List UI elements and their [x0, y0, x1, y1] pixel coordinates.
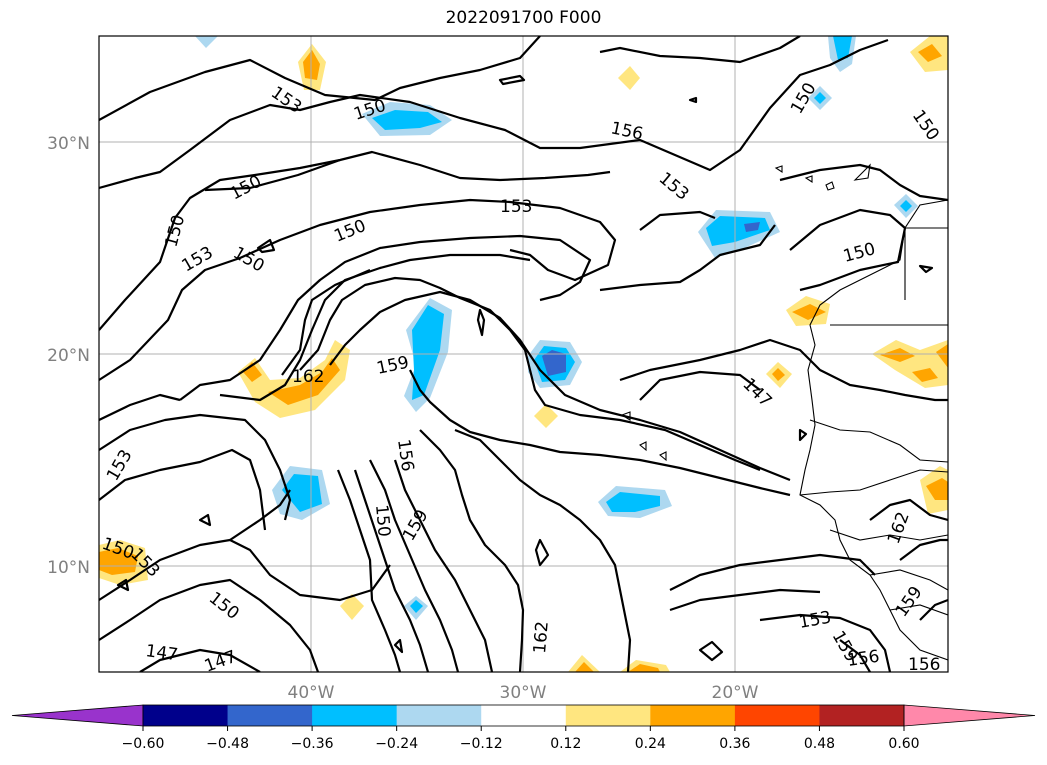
contour-label: 147 [144, 641, 179, 665]
contour-label: 162 [530, 620, 553, 654]
anomaly-shading [99, 36, 948, 672]
height-contours [99, 36, 948, 672]
negative-anomaly-blob [195, 36, 218, 48]
colorbar-bin [565, 705, 651, 726]
lon-label-40w: 40°W [288, 683, 335, 703]
positive-anomaly-blob [99, 548, 138, 575]
colorbar-bin [396, 705, 482, 726]
colorbar-tick-label: 0.12 [550, 736, 581, 752]
colorbar-tick-label: −0.36 [291, 736, 334, 752]
lon-label-30w: 30°W [500, 683, 547, 703]
positive-anomaly-blob [918, 44, 942, 62]
positive-anomaly-blob [772, 368, 785, 381]
positive-anomaly-blob [534, 404, 558, 428]
negative-anomaly-blob [412, 305, 444, 400]
positive-anomaly-blob [936, 344, 948, 368]
contour-label: 156 [908, 655, 940, 675]
colorbar-outline [142, 704, 905, 727]
colorbar-tick-label: 0.24 [635, 736, 666, 752]
colorbar-tick-label: −0.48 [206, 736, 249, 752]
negative-anomaly-blob [900, 200, 912, 212]
positive-anomaly-blob [340, 594, 364, 620]
positive-anomaly-blob [268, 358, 340, 405]
positive-anomaly-blob [912, 368, 938, 382]
lon-label-20w: 20°W [712, 683, 759, 703]
map-frame [98, 35, 949, 673]
colorbar: −0.60 −0.48 −0.36 −0.24 −0.12 0.12 0.24 0.36 0.4… [11, 704, 1036, 752]
colorbar-bin [734, 705, 820, 726]
contour-label: 162 [292, 367, 324, 387]
colorbar-tick-label: −0.24 [375, 736, 418, 752]
positive-anomaly-blob [575, 662, 594, 672]
negative-anomaly-blob [410, 600, 423, 613]
lat-label-20n: 20°N [47, 346, 90, 366]
colorbar-tick-label: −0.60 [122, 736, 165, 752]
positive-anomaly-blob [618, 66, 640, 90]
positive-anomaly-blob [628, 664, 660, 672]
negative-anomaly-blob [372, 110, 442, 130]
lat-label-30n: 30°N [47, 134, 90, 154]
negative-anomaly-blob [606, 492, 660, 512]
colorbar-extend-low [11, 704, 144, 727]
negative-anomaly-blob [542, 350, 566, 376]
positive-anomaly-blob [926, 478, 948, 500]
colorbar-bin [819, 705, 905, 726]
colorbar-bin [650, 705, 736, 726]
positive-anomaly-blob [238, 340, 350, 418]
colorbar-bin [227, 705, 313, 726]
colorbar-tick-label: 0.48 [804, 736, 835, 752]
contour-label: 156 [393, 438, 417, 473]
negative-anomaly-blob [814, 92, 826, 104]
colorbar-tick-label: −0.12 [460, 736, 503, 752]
positive-anomaly-blob [880, 348, 915, 362]
coastlines [620, 163, 948, 661]
latitude-labels: 30°N 20°N 10°N [47, 134, 90, 578]
negative-anomaly-blob [282, 474, 322, 512]
lat-label-10n: 10°N [47, 558, 90, 578]
contour-label: 150 [371, 504, 394, 538]
longitude-labels: 40°W 30°W 20°W [288, 683, 759, 703]
negative-anomaly-blob [744, 222, 760, 232]
colorbar-tick-label: 0.36 [719, 736, 750, 752]
contour-label: 153 [500, 197, 532, 217]
colorbar-bin [312, 705, 398, 726]
colorbar-extend-high [903, 704, 1036, 727]
contour-label: 156 [846, 647, 881, 671]
positive-anomaly-blob [792, 304, 826, 320]
map-title: 2022091700 F000 [445, 8, 602, 28]
colorbar-bin [481, 705, 567, 726]
colorbar-tick-label: 0.60 [888, 736, 919, 752]
colorbar-bin [143, 705, 229, 726]
negative-anomaly-blob [833, 36, 852, 60]
